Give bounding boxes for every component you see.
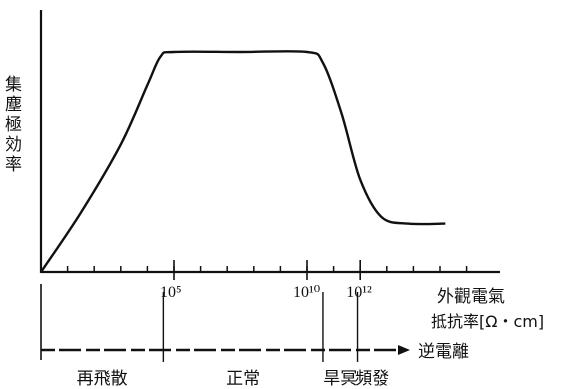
region-label: 旱冥 — [323, 369, 357, 389]
x-axis-label-line1: 外觀電氣 — [437, 287, 505, 307]
y-label-char: 効 — [5, 135, 22, 155]
x-tick-label: 10⁵ — [160, 284, 182, 301]
y-label-char: 塵 — [5, 95, 22, 115]
y-label-char: 集 — [5, 75, 22, 95]
x-tick-label: 10¹² — [346, 284, 372, 301]
efficiency-curve — [40, 50, 446, 273]
x-axis-label-line2: 抵抗率[Ω・cm] — [431, 312, 544, 331]
region-axis-label: 逆電離 — [418, 342, 469, 362]
region-axis-arrow — [398, 345, 410, 355]
xtick-labels: 10⁵ 10¹⁰ 10¹² — [160, 284, 372, 301]
region-label: 正常 — [226, 369, 260, 389]
axes — [39, 10, 500, 360]
y-label-char: 率 — [5, 155, 22, 175]
y-label-char: 極 — [5, 115, 22, 135]
region-label: 頻發 — [355, 369, 389, 389]
x-tick-label: 10¹⁰ — [293, 284, 320, 301]
series-layer — [40, 50, 446, 273]
region-dividers — [162, 292, 359, 362]
major-ticks — [173, 260, 362, 280]
region-label: 再飛散 — [77, 369, 128, 389]
